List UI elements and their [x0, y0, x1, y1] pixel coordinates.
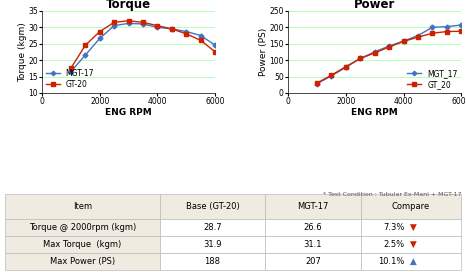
Title: Power: Power — [354, 0, 395, 11]
Line: MGT_17: MGT_17 — [315, 23, 463, 85]
Text: 26.6: 26.6 — [304, 222, 322, 231]
Text: 2.5%: 2.5% — [383, 240, 404, 249]
Text: ▲: ▲ — [406, 257, 416, 266]
Legend: MGT-17, GT-20: MGT-17, GT-20 — [46, 69, 94, 89]
Line: GT-20: GT-20 — [69, 19, 217, 70]
Bar — [160, 253, 265, 270]
Text: Torque @ 2000rpm (kgm): Torque @ 2000rpm (kgm) — [29, 222, 136, 231]
MGT_17 — [401, 39, 406, 43]
Title: Torque: Torque — [106, 0, 151, 11]
MGT-17 — [212, 44, 218, 47]
MGT-17 — [68, 70, 74, 73]
GT_20 — [372, 51, 377, 54]
GT_20 — [314, 82, 320, 85]
Bar — [5, 218, 160, 236]
GT-20 — [212, 50, 218, 54]
GT-20 — [169, 27, 175, 30]
Bar — [265, 236, 361, 253]
GT-20 — [82, 44, 88, 47]
MGT-17 — [111, 24, 117, 27]
MGT-17 — [97, 37, 103, 40]
GT-20 — [155, 24, 160, 27]
Bar — [265, 253, 361, 270]
Text: Compare: Compare — [392, 202, 430, 211]
Bar — [5, 236, 160, 253]
MGT_17 — [357, 57, 363, 60]
Text: 207: 207 — [305, 257, 321, 266]
Y-axis label: Power (PS): Power (PS) — [259, 28, 268, 76]
MGT_17 — [444, 25, 450, 28]
GT_20 — [415, 36, 421, 39]
Text: 31.9: 31.9 — [203, 240, 222, 249]
MGT-17 — [126, 22, 131, 25]
GT-20 — [140, 21, 146, 24]
Text: 10.1%: 10.1% — [378, 257, 404, 266]
X-axis label: ENG RPM: ENG RPM — [351, 107, 398, 116]
Bar — [265, 218, 361, 236]
MGT-17 — [184, 30, 189, 33]
Bar — [160, 194, 265, 218]
GT_20 — [329, 74, 334, 77]
GT-20 — [111, 21, 117, 24]
Text: 28.7: 28.7 — [203, 222, 222, 231]
Bar — [5, 253, 160, 270]
GT_20 — [401, 40, 406, 43]
MGT-17 — [198, 34, 204, 37]
Bar — [361, 253, 461, 270]
Y-axis label: Torque (kgm): Torque (kgm) — [18, 22, 27, 82]
GT_20 — [386, 45, 392, 49]
GT_20 — [459, 30, 464, 33]
GT_20 — [444, 30, 450, 33]
GT-20 — [184, 32, 189, 35]
Legend: MGT_17, GT_20: MGT_17, GT_20 — [407, 69, 458, 89]
GT-20 — [97, 30, 103, 33]
Line: GT_20: GT_20 — [315, 29, 463, 85]
Text: Max Power (PS): Max Power (PS) — [50, 257, 115, 266]
Bar — [361, 236, 461, 253]
Text: * Test Condition : Tubular Ex-Mani + MGT-17: * Test Condition : Tubular Ex-Mani + MGT… — [323, 192, 461, 197]
GT-20 — [68, 67, 74, 70]
MGT_17 — [415, 34, 421, 37]
MGT_17 — [343, 66, 349, 69]
MGT_17 — [386, 44, 392, 48]
Text: 188: 188 — [205, 257, 220, 266]
GT_20 — [430, 32, 435, 35]
Bar — [160, 236, 265, 253]
Text: ▼: ▼ — [406, 240, 416, 249]
Bar — [361, 194, 461, 218]
Bar — [361, 218, 461, 236]
Text: ▼: ▼ — [406, 222, 416, 231]
Bar — [265, 194, 361, 218]
Text: Base (GT-20): Base (GT-20) — [185, 202, 240, 211]
GT-20 — [126, 19, 131, 22]
MGT_17 — [314, 82, 320, 85]
Bar — [5, 194, 160, 218]
Text: Max Torque  (kgm): Max Torque (kgm) — [43, 240, 122, 249]
GT_20 — [343, 65, 349, 68]
MGT_17 — [372, 50, 377, 54]
GT_20 — [357, 57, 363, 60]
MGT-17 — [140, 22, 146, 26]
MGT_17 — [329, 74, 334, 78]
MGT_17 — [430, 26, 435, 29]
Text: 31.1: 31.1 — [304, 240, 322, 249]
Bar — [160, 218, 265, 236]
X-axis label: ENG RPM: ENG RPM — [105, 107, 152, 116]
GT-20 — [198, 39, 204, 42]
Text: MGT-17: MGT-17 — [297, 202, 329, 211]
MGT-17 — [82, 54, 88, 57]
Text: Item: Item — [73, 202, 92, 211]
MGT-17 — [155, 26, 160, 29]
Text: 7.3%: 7.3% — [383, 222, 404, 231]
MGT-17 — [169, 27, 175, 30]
MGT_17 — [459, 23, 464, 27]
Line: MGT-17: MGT-17 — [69, 21, 217, 73]
